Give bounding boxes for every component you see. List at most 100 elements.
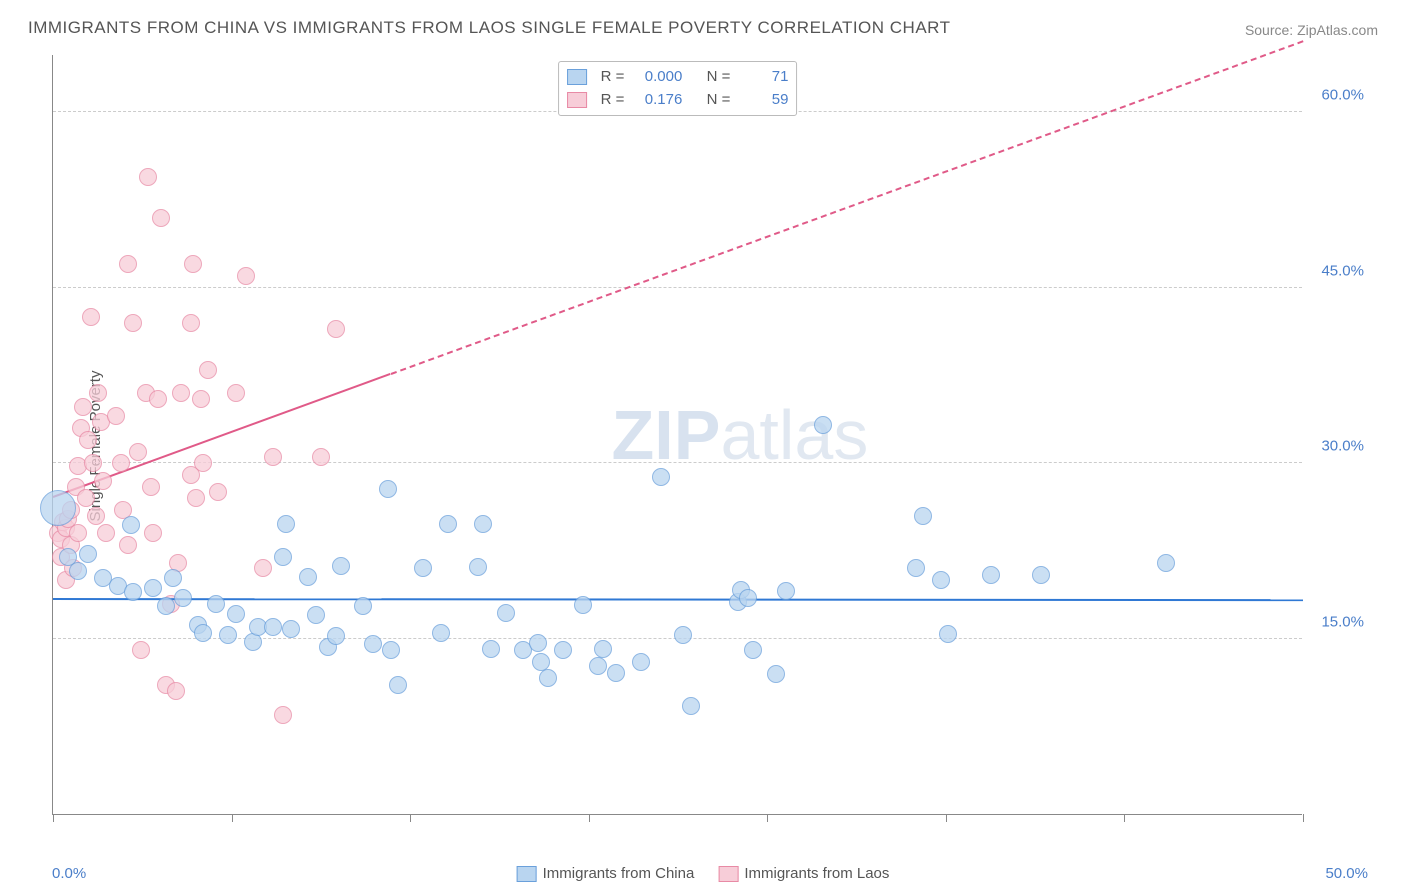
data-point	[97, 524, 115, 542]
data-point	[199, 361, 217, 379]
data-point	[144, 579, 162, 597]
x-tick	[53, 814, 54, 822]
data-point	[814, 416, 832, 434]
data-point	[119, 255, 137, 273]
legend-swatch	[517, 866, 537, 882]
data-point	[254, 559, 272, 577]
data-point	[469, 558, 487, 576]
data-point	[327, 627, 345, 645]
data-point	[1032, 566, 1050, 584]
legend-swatch	[567, 92, 587, 108]
data-point	[607, 664, 625, 682]
data-point	[207, 595, 225, 613]
series-legend: Immigrants from ChinaImmigrants from Lao…	[517, 865, 890, 882]
data-point	[589, 657, 607, 675]
data-point	[94, 472, 112, 490]
legend-r-value: 0.176	[632, 89, 682, 112]
data-point	[414, 559, 432, 577]
legend-r-value: 0.000	[632, 66, 682, 89]
source-name: ZipAtlas.com	[1297, 22, 1378, 38]
data-point	[389, 676, 407, 694]
data-point	[432, 624, 450, 642]
data-point	[439, 515, 457, 533]
data-point	[777, 582, 795, 600]
data-point	[364, 635, 382, 653]
x-tick	[1303, 814, 1304, 822]
data-point	[539, 669, 557, 687]
data-point	[74, 398, 92, 416]
data-point	[112, 454, 130, 472]
x-tick	[946, 814, 947, 822]
chart-title: IMMIGRANTS FROM CHINA VS IMMIGRANTS FROM…	[28, 18, 951, 38]
data-point	[274, 706, 292, 724]
trend-line	[53, 598, 1303, 601]
data-point	[907, 559, 925, 577]
data-point	[379, 480, 397, 498]
data-point	[744, 641, 762, 659]
data-point	[122, 516, 140, 534]
legend-row: R = 0.000 N = 71	[567, 66, 789, 89]
data-point	[144, 524, 162, 542]
data-point	[932, 571, 950, 589]
data-point	[182, 314, 200, 332]
data-point	[77, 489, 95, 507]
data-point	[382, 641, 400, 659]
legend-swatch	[718, 866, 738, 882]
data-point	[227, 605, 245, 623]
data-point	[1157, 554, 1175, 572]
x-tick	[767, 814, 768, 822]
data-point	[474, 515, 492, 533]
data-point	[132, 641, 150, 659]
data-point	[594, 640, 612, 658]
data-point	[82, 308, 100, 326]
data-point	[652, 468, 670, 486]
data-point	[307, 606, 325, 624]
data-point	[767, 665, 785, 683]
data-point	[174, 589, 192, 607]
data-point	[227, 384, 245, 402]
data-point	[939, 625, 957, 643]
data-point	[739, 589, 757, 607]
y-tick-label: 30.0%	[1321, 438, 1364, 455]
data-point	[192, 390, 210, 408]
data-point	[277, 515, 295, 533]
data-point	[529, 634, 547, 652]
data-point	[89, 384, 107, 402]
legend-row: R = 0.176 N = 59	[567, 89, 789, 112]
data-point	[274, 548, 292, 566]
plot-area: R = 0.000 N = 71R = 0.176 N = 59 ZIPatla…	[52, 55, 1302, 815]
legend-swatch	[567, 69, 587, 85]
x-tick	[1124, 814, 1125, 822]
legend-label: Immigrants from Laos	[744, 865, 889, 882]
data-point	[327, 320, 345, 338]
data-point	[354, 597, 372, 615]
data-point	[194, 624, 212, 642]
y-tick-label: 60.0%	[1321, 87, 1364, 104]
data-point	[237, 267, 255, 285]
data-point	[107, 407, 125, 425]
data-point	[69, 524, 87, 542]
data-point	[574, 596, 592, 614]
data-point	[282, 620, 300, 638]
data-point	[299, 568, 317, 586]
data-point	[164, 569, 182, 587]
data-point	[139, 168, 157, 186]
data-point	[194, 454, 212, 472]
trend-line-extrapolated	[390, 40, 1303, 375]
data-point	[87, 507, 105, 525]
data-point	[172, 384, 190, 402]
data-point	[79, 431, 97, 449]
data-point	[482, 640, 500, 658]
x-tick	[410, 814, 411, 822]
data-point	[152, 209, 170, 227]
data-point	[264, 618, 282, 636]
source-attribution: Source: ZipAtlas.com	[1245, 22, 1378, 38]
legend-n-label: N =	[707, 89, 731, 112]
x-axis-max-label: 50.0%	[1325, 865, 1368, 882]
x-tick	[589, 814, 590, 822]
data-point	[554, 641, 572, 659]
legend-n-value: 71	[738, 66, 788, 89]
legend-r-label: R =	[601, 89, 625, 112]
data-point	[124, 314, 142, 332]
legend-n-label: N =	[707, 66, 731, 89]
